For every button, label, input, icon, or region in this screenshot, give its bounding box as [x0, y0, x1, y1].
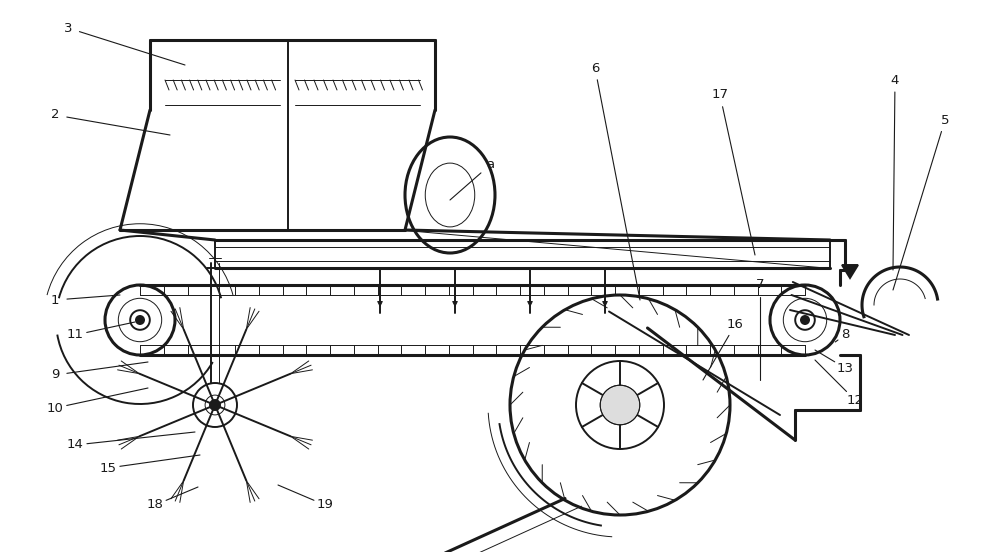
Text: 11: 11: [66, 328, 84, 342]
Text: 18: 18: [147, 498, 163, 512]
Circle shape: [135, 315, 145, 325]
Text: 7: 7: [756, 279, 764, 291]
Circle shape: [210, 400, 220, 410]
Circle shape: [600, 385, 640, 425]
Text: 13: 13: [836, 362, 854, 374]
Text: 16: 16: [727, 319, 743, 332]
Text: 5: 5: [941, 114, 949, 126]
Text: 3: 3: [64, 22, 72, 34]
Text: 12: 12: [846, 394, 864, 406]
Text: a: a: [486, 158, 494, 172]
Text: 19: 19: [317, 498, 333, 512]
Text: 15: 15: [100, 461, 116, 475]
Polygon shape: [842, 265, 858, 278]
Circle shape: [800, 315, 810, 325]
Text: 10: 10: [47, 401, 63, 415]
Text: 6: 6: [591, 61, 599, 75]
Text: 9: 9: [51, 369, 59, 381]
Text: 4: 4: [891, 73, 899, 87]
Text: 8: 8: [841, 328, 849, 342]
Text: 2: 2: [51, 109, 59, 121]
Text: 14: 14: [67, 438, 83, 452]
Text: 1: 1: [51, 294, 59, 306]
Text: 17: 17: [712, 88, 728, 102]
